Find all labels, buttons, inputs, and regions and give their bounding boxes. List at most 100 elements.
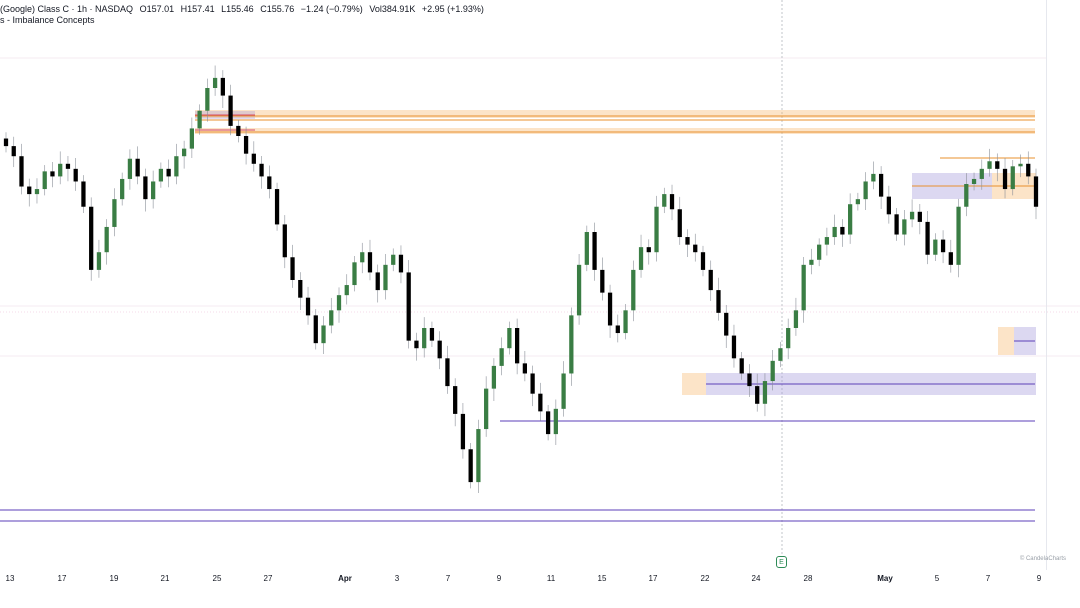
candle: [360, 242, 365, 274]
candle-body-up: [638, 247, 644, 270]
indicator-legend[interactable]: s - Imbalance Concepts: [0, 15, 95, 26]
candle: [762, 373, 768, 417]
candle: [731, 324, 737, 368]
candle-body-down: [530, 373, 535, 394]
candle: [662, 187, 667, 214]
candle: [34, 178, 40, 204]
symbol-legend: (Google) Class C · 1h · NASDAQ O157.01 H…: [0, 4, 488, 15]
candle-body-down: [716, 290, 721, 313]
candle: [538, 382, 543, 421]
candle: [584, 225, 589, 272]
earnings-event-icon[interactable]: E: [776, 556, 787, 568]
candle-body-down: [693, 244, 698, 253]
candle-body-down: [840, 226, 845, 235]
candle-body-down: [50, 171, 55, 177]
candle: [174, 143, 179, 185]
candle-body-up: [933, 239, 938, 255]
candle: [460, 403, 466, 459]
candle-body-down: [1033, 176, 1039, 207]
candle: [623, 304, 628, 340]
candle-body-up: [832, 226, 837, 238]
candle: [708, 260, 713, 301]
candle-body-down: [282, 224, 287, 258]
candle-body-up: [336, 295, 342, 311]
candle-body-down: [724, 312, 729, 336]
candle: [228, 84, 233, 136]
candle: [127, 149, 133, 190]
candle: [561, 361, 566, 417]
candle-body-down: [27, 186, 32, 195]
candle-body-up: [770, 360, 775, 382]
x-tick-label: 9: [496, 574, 502, 583]
x-tick-label: 11: [546, 574, 556, 583]
candle-body-down: [267, 176, 272, 190]
candle-body-down: [3, 138, 9, 147]
candle: [58, 151, 63, 185]
candle-body-down: [437, 340, 442, 359]
candle-body-up: [786, 328, 791, 349]
candle: [809, 248, 814, 275]
candle-body-down: [948, 252, 953, 265]
candle: [321, 316, 326, 355]
candle-body-up: [491, 365, 497, 389]
price-chart[interactable]: [0, 0, 1080, 570]
chart-area[interactable]: [0, 0, 1080, 570]
candle: [987, 148, 992, 177]
candle: [886, 185, 891, 224]
candle: [848, 193, 853, 244]
candle-body-up: [871, 173, 876, 182]
candle: [917, 203, 922, 235]
candle: [902, 210, 907, 246]
candle-body-down: [251, 153, 256, 164]
fvg-zone-orange: [195, 110, 1035, 118]
candle-body-up: [576, 264, 582, 316]
candle: [499, 337, 504, 376]
candle: [445, 345, 450, 394]
candle-body-down: [298, 280, 303, 298]
fvg-zone-orange: [682, 373, 706, 395]
candle: [3, 132, 9, 153]
candle-body-up: [158, 168, 164, 182]
candle: [453, 378, 458, 427]
candle-body-up: [971, 178, 977, 184]
candle: [104, 219, 109, 265]
candle-body-up: [205, 88, 210, 111]
candle-body-up: [902, 219, 907, 235]
indicator-name[interactable]: s - Imbalance Concepts: [0, 15, 95, 25]
candle-body-up: [1010, 166, 1015, 190]
candle-body-up: [584, 232, 589, 265]
candle: [530, 365, 535, 407]
symbol-name[interactable]: (Google) Class C · 1h · NASDAQ: [0, 4, 134, 14]
candle-body-down: [135, 158, 140, 177]
x-tick-label: 24: [751, 574, 761, 583]
candle: [677, 196, 682, 245]
candle-body-down: [940, 239, 946, 253]
time-axis[interactable]: 13 17 19 21 25 27 Apr 3 7 9 11 15 17 22 24 28 May 5 7 9: [0, 570, 1080, 586]
candle: [894, 208, 899, 241]
candle: [615, 314, 620, 343]
candle-body-up: [848, 204, 853, 235]
close-value: C155.76: [260, 4, 295, 14]
candle-body-up: [569, 315, 574, 374]
candle-body-up: [34, 189, 40, 195]
candle-body-down: [243, 136, 249, 154]
candle-body-up: [352, 262, 357, 286]
candle: [979, 159, 984, 190]
candle: [112, 188, 117, 237]
candle-body-up: [662, 194, 667, 207]
candle-body-down: [538, 393, 543, 412]
candle: [236, 119, 241, 143]
candle: [166, 159, 171, 188]
candle: [786, 318, 791, 360]
candle: [414, 332, 419, 361]
candle: [96, 239, 102, 278]
candle: [669, 184, 675, 221]
candle: [793, 297, 799, 336]
candle: [151, 170, 156, 209]
candle-body-up: [855, 199, 861, 205]
candle-body-down: [290, 257, 295, 280]
volume-value: Vol384.91K: [369, 4, 416, 14]
candle-body-down: [468, 449, 473, 483]
candle-body-up: [499, 348, 504, 366]
candle-body-down: [367, 252, 373, 273]
